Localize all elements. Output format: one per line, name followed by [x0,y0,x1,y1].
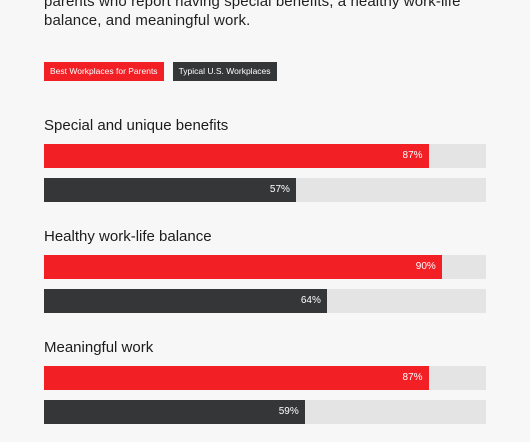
category-label: Special and unique benefits [44,117,229,134]
bar-track: 87% [44,144,486,168]
bar-group-special-benefits: Special and unique benefits 87% 57% [44,117,486,202]
category-label: Meaningful work [44,339,154,356]
bar-best-work-life-balance: 90% [44,255,442,279]
bar-track: 64% [44,289,486,313]
bar-value-label: 90% [415,261,436,272]
bar-value-label: 59% [278,406,299,417]
bar-value-label: 87% [402,372,423,383]
bar-typical-special-benefits: 57% [44,178,296,202]
bar-track: 59% [44,400,486,424]
legend-item-best-workplaces: Best Workplaces for Parents [44,62,164,81]
bar-typical-meaningful-work: 59% [44,400,305,424]
category-label: Healthy work-life balance [44,228,212,245]
bar-track: 57% [44,178,486,202]
chart-legend: Best Workplaces for Parents Typical U.S.… [44,62,277,81]
bar-group-meaningful-work: Meaningful work 87% 59% [44,339,486,424]
bar-group-work-life-balance: Healthy work-life balance 90% 64% [44,228,486,313]
bar-track: 87% [44,366,486,390]
bar-best-special-benefits: 87% [44,144,429,168]
legend-item-typical-workplaces: Typical U.S. Workplaces [172,62,277,81]
bar-typical-work-life-balance: 64% [44,289,327,313]
intro-text: parents who report having special benefi… [44,0,461,29]
bar-track: 90% [44,255,486,279]
bar-value-label: 57% [269,184,290,195]
bar-best-meaningful-work: 87% [44,366,429,390]
bar-value-label: 87% [402,150,423,161]
bar-value-label: 64% [300,295,321,306]
